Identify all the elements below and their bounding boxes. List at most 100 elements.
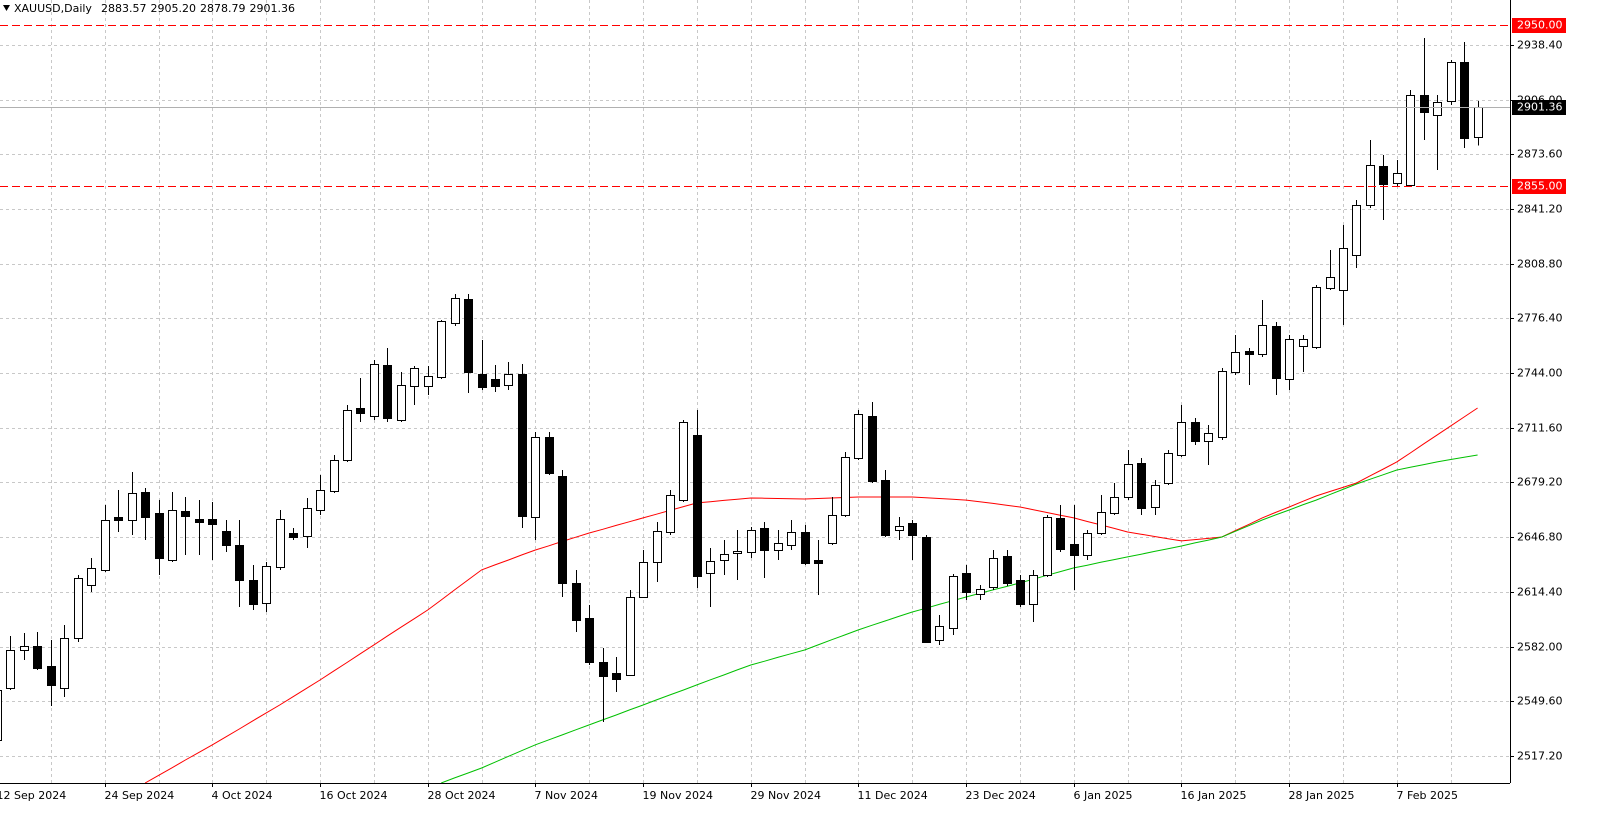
- candle-body: [1231, 352, 1240, 373]
- candle-body: [1097, 512, 1106, 534]
- candle-body: [733, 551, 742, 554]
- candle-body: [343, 410, 352, 461]
- candle-body: [908, 523, 917, 536]
- candle-body: [1433, 102, 1442, 116]
- level-label: 2950.00: [1517, 19, 1563, 32]
- candle-body: [976, 589, 985, 595]
- candle-body: [693, 435, 702, 577]
- candle-body: [478, 374, 487, 388]
- candle-body: [1177, 422, 1186, 456]
- candle-body: [653, 531, 662, 563]
- candle-body: [249, 580, 258, 605]
- candle-body: [155, 513, 164, 559]
- candle-body: [6, 650, 15, 689]
- candle-body: [464, 299, 473, 373]
- candle-body: [235, 545, 244, 581]
- x-tick-label: 29 Nov 2024: [751, 789, 821, 802]
- candle-body: [1272, 326, 1281, 379]
- candle-body: [558, 476, 567, 584]
- candle-body: [424, 376, 433, 387]
- candle-body: [760, 528, 769, 551]
- candle-body: [1218, 371, 1227, 438]
- y-tick-label: 2938.40: [1517, 39, 1563, 52]
- x-tick-label: 6 Jan 2025: [1074, 789, 1133, 802]
- candle-body: [289, 533, 298, 538]
- level-box: [1512, 179, 1566, 194]
- candle-body: [585, 618, 594, 663]
- candle-body: [181, 511, 190, 517]
- candle-body: [1447, 62, 1456, 102]
- y-tick-label: 2711.60: [1517, 422, 1563, 435]
- candle-body: [881, 480, 890, 536]
- candle-body: [1474, 107, 1483, 138]
- moving-average-line: [144, 407, 1478, 783]
- candle-body: [989, 558, 998, 588]
- candle-body: [868, 416, 877, 482]
- candle-body: [47, 666, 56, 686]
- candle-body: [1366, 165, 1375, 206]
- candle-body: [1406, 95, 1415, 186]
- y-tick-label: 2776.40: [1517, 312, 1563, 325]
- candle-body: [935, 626, 944, 641]
- candle-body: [74, 578, 83, 639]
- candle-body: [1379, 166, 1388, 185]
- axes: 2938.402906.002873.602841.202808.802776.…: [0, 18, 1566, 802]
- candle-body: [787, 532, 796, 546]
- y-tick-label: 2744.00: [1517, 367, 1563, 380]
- candle-body: [639, 562, 648, 598]
- candle-body: [1393, 173, 1402, 184]
- moving-average-line: [441, 454, 1478, 783]
- candle-body: [599, 662, 608, 677]
- y-tick-label: 2614.40: [1517, 586, 1563, 599]
- candle-body: [774, 543, 783, 551]
- candle-body: [33, 646, 42, 669]
- candle-body: [612, 673, 621, 680]
- candle-body: [1043, 517, 1052, 576]
- candle-body: [60, 638, 69, 689]
- candle-body: [1326, 277, 1335, 289]
- candle-body: [1299, 339, 1308, 347]
- candle-body: [1460, 62, 1469, 139]
- candle-body: [1420, 95, 1429, 113]
- header-value: 2901.36: [249, 2, 295, 15]
- candle-body: [20, 646, 29, 651]
- candle-body: [1003, 556, 1012, 584]
- x-tick-label: 7 Feb 2025: [1397, 789, 1458, 802]
- candle-body: [1070, 544, 1079, 556]
- candle-body: [1258, 325, 1267, 355]
- candle-body: [141, 492, 150, 518]
- candle-body: [504, 374, 513, 386]
- candle-body: [679, 422, 688, 501]
- y-tick-label: 2873.60: [1517, 148, 1563, 161]
- candle-body: [1339, 248, 1348, 291]
- candle-body: [0, 690, 2, 741]
- candle-body: [370, 364, 379, 417]
- candle-body: [747, 530, 756, 553]
- symbol-menu-arrow[interactable]: [3, 5, 10, 11]
- x-tick-label: 7 Nov 2024: [535, 789, 598, 802]
- level-label: 2855.00: [1517, 180, 1563, 193]
- candle-body: [276, 519, 285, 568]
- candle-body: [720, 554, 729, 561]
- candle-body: [895, 526, 904, 531]
- y-tick-label: 2549.60: [1517, 695, 1563, 708]
- candle-body: [1204, 433, 1213, 442]
- candle-body: [545, 437, 554, 474]
- x-tick-label: 24 Sep 2024: [105, 789, 175, 802]
- candle-body: [87, 568, 96, 586]
- plot-area: [0, 25, 1510, 783]
- level-box: [1512, 18, 1566, 33]
- candle-body: [316, 490, 325, 511]
- candle-body: [303, 508, 312, 537]
- candle-body: [666, 495, 675, 533]
- candle-body: [262, 566, 271, 604]
- candle-body: [626, 597, 635, 676]
- y-tick-label: 2646.80: [1517, 531, 1563, 544]
- candle-body: [383, 365, 392, 419]
- x-tick-label: 4 Oct 2024: [212, 789, 273, 802]
- candle-body: [168, 510, 177, 561]
- candle-body: [1191, 422, 1200, 442]
- y-tick-label: 2582.00: [1517, 641, 1563, 654]
